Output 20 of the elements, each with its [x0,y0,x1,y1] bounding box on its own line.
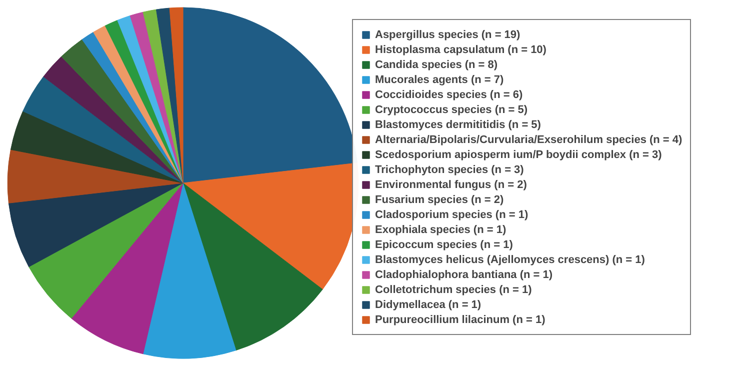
legend-label: Environmental fungus (n = 2) [375,178,527,191]
legend-label: Trichophyton species (n = 3) [375,163,524,176]
legend-label: Cladophialophora bantiana (n = 1) [375,268,553,281]
legend-label: Colletotrichum species (n = 1) [375,283,532,296]
legend-label: Alternaria/Bipolaris/Curvularia/Exserohilum species (n = 4) [375,133,682,146]
legend-label: Didymellacea (n = 1) [375,298,482,311]
legend-label: Blastomyces helicus (Ajellomyces crescens) (n = 1) [375,253,645,266]
legend-label: Coccidioides species (n = 6) [375,88,523,101]
legend-label: Mucorales agents (n = 7) [375,73,504,86]
legend-label: Epicoccum species (n = 1) [375,238,513,251]
legend-label: Candida species (n = 8) [375,58,498,71]
legend-label: Aspergillus species (n = 19) [375,28,520,41]
legend-label: Scedosporium apiosperm ium/P boydii complex (n = 3) [375,148,662,161]
legend-label: Exophiala species (n = 1) [375,223,506,236]
legend-label: Histoplasma capsulatum (n = 10) [375,43,546,56]
legend-label: Cryptococcus species (n = 5) [375,103,528,116]
legend-label: Blastomyces dermititidis (n = 5) [375,118,541,131]
legend-label: Cladosporium species (n = 1) [375,208,528,221]
legend-label: Fusarium species (n = 2) [375,193,504,206]
legend-label: Purpureocillium lilacinum (n = 1) [375,313,546,326]
